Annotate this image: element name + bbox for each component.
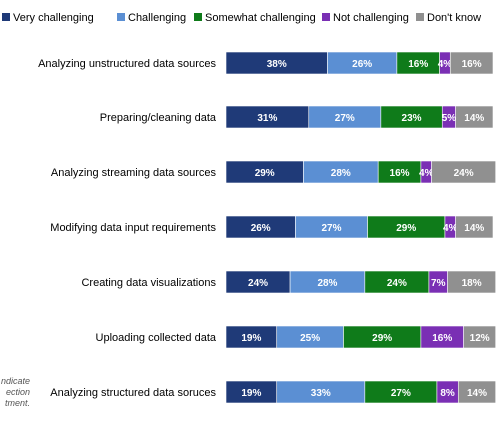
legend-swatch [117,13,125,21]
legend-label: Not challenging [333,12,409,24]
legend-swatch [322,13,330,21]
data-label: 38% [267,59,287,70]
data-label: 27% [335,113,355,124]
category-label: Analyzing streaming data sources [51,167,217,179]
data-label: 16% [432,333,452,344]
category-label: Creating data visualizations [81,277,216,289]
bar-segment [447,270,496,294]
category-label: Analyzing structured data soruces [50,387,216,399]
data-label: 16% [462,59,482,70]
data-label: 27% [391,388,411,399]
data-label: 14% [464,223,484,234]
data-label: 33% [311,388,331,399]
data-label: 18% [462,278,482,289]
data-label: 29% [396,223,416,234]
data-label: 14% [467,388,487,399]
data-label: 23% [402,113,422,124]
legend-swatch [416,13,424,21]
data-label: 4% [443,223,458,234]
legend-swatch [194,13,202,21]
data-label: 16% [390,168,410,179]
data-label: 29% [255,168,275,179]
data-label: 27% [321,223,341,234]
legend-label: Very challenging [13,12,94,24]
data-label: 28% [317,278,337,289]
data-label: 14% [464,113,484,124]
data-label: 4% [438,59,453,70]
category-label: Uploading collected data [96,332,217,344]
bar-segment [455,215,494,239]
data-label: 25% [300,333,320,344]
bar-segment [457,380,496,404]
data-label: 24% [248,278,268,289]
footnote-line-3: tment. [4,398,30,408]
data-label: 16% [408,59,428,70]
data-label: 26% [251,223,271,234]
cut-off-footnote: ndicate ection tment. [0,376,30,409]
data-label: 29% [372,333,392,344]
bar-segment [449,51,494,75]
data-label: 19% [241,333,261,344]
data-label: 24% [387,278,407,289]
data-label: 24% [454,168,474,179]
data-label: 7% [431,278,446,289]
legend: Very challenging Challenging Somewhat chal… [2,12,481,24]
footnote-line-1: ndicate [0,376,30,386]
data-label: 4% [419,168,434,179]
bar-segment [455,105,494,129]
data-label: 8% [440,388,455,399]
legend-label: Somewhat challenging [205,12,316,24]
data-label: 26% [352,59,372,70]
footnote-line-2: ection [5,387,30,397]
data-label: 19% [241,388,261,399]
legend-label: Don't know [427,12,481,24]
bar-segment [463,325,496,349]
legend-swatch [2,13,10,21]
data-label: 12% [470,333,490,344]
data-label: 28% [331,168,351,179]
category-label: Analyzing unstructured data sources [38,58,216,70]
data-label: 5% [442,113,457,124]
legend-label: Challenging [128,12,186,24]
bar-segment [431,160,496,184]
category-label: Modifying data input requirements [50,222,216,234]
data-label: 31% [257,113,277,124]
category-label: Preparing/cleaning data [100,112,217,124]
